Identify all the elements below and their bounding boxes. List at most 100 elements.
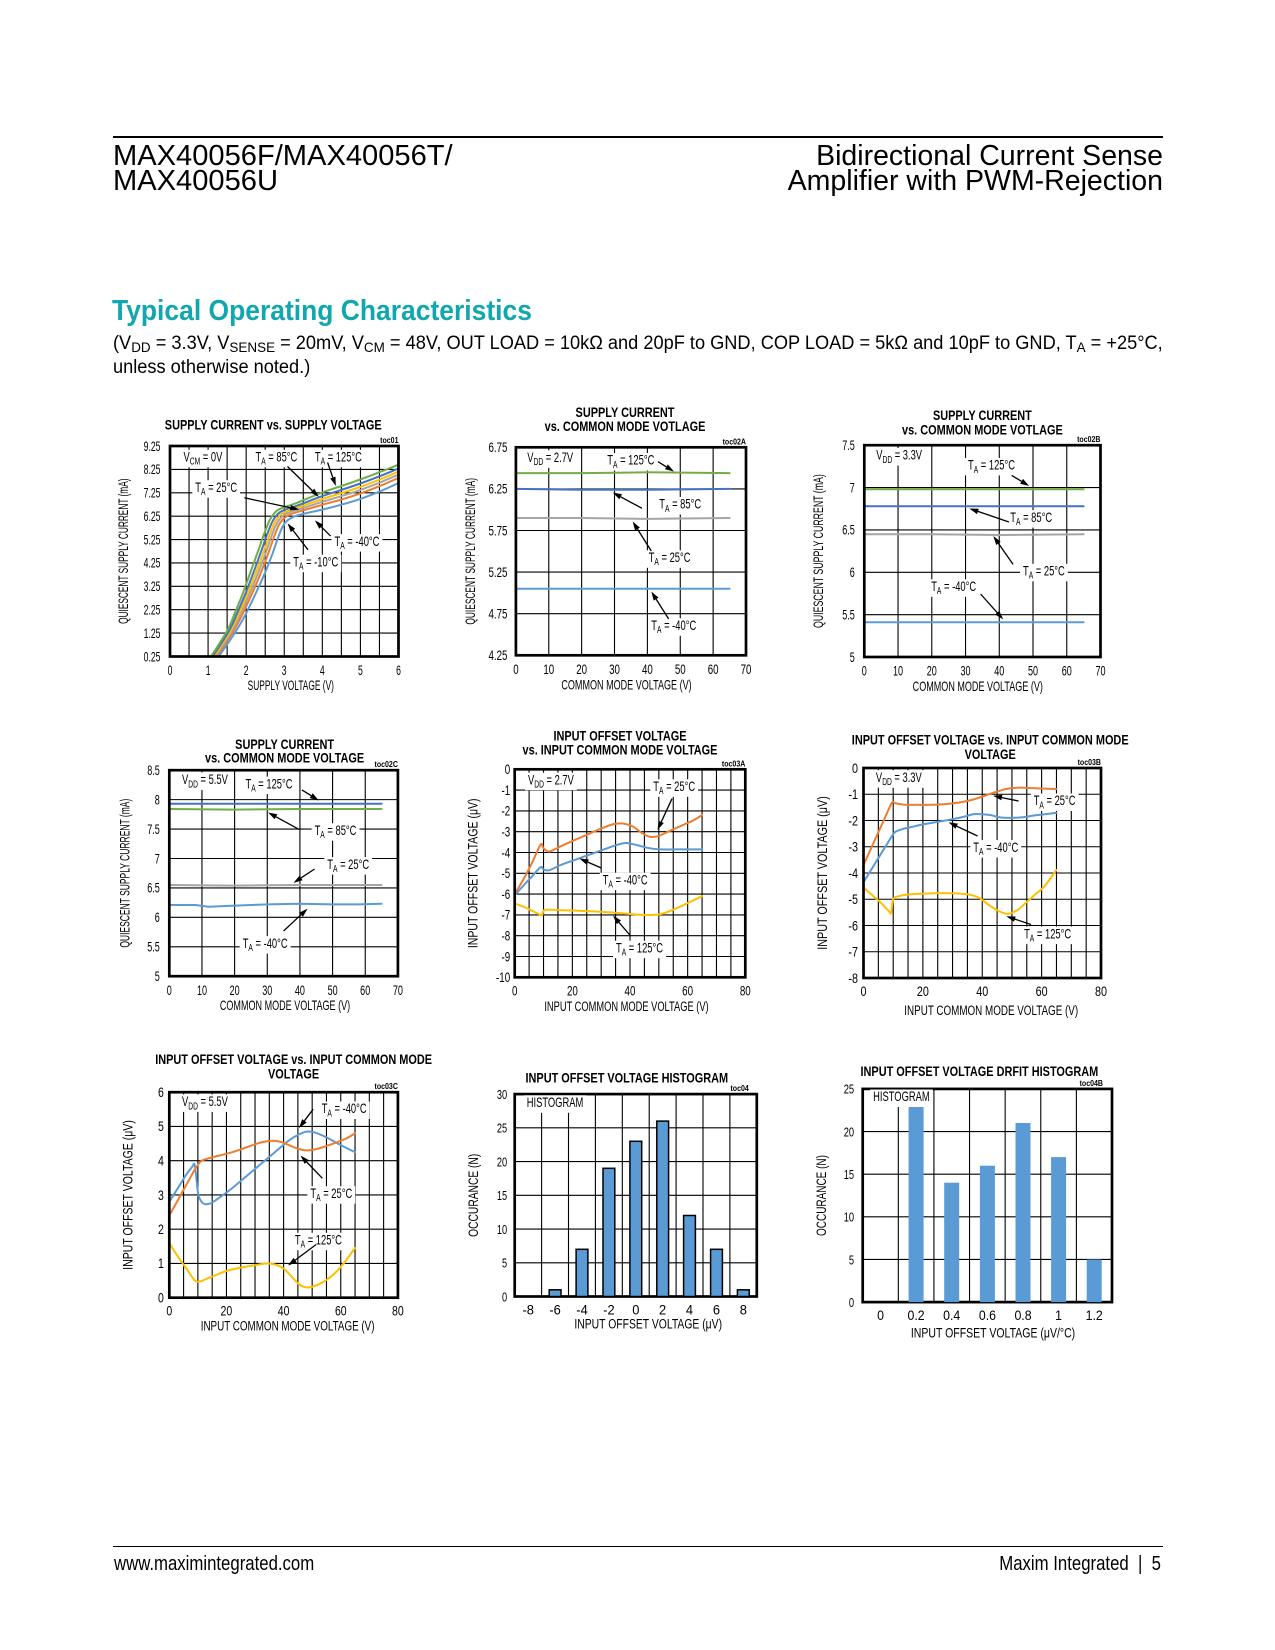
svg-text:A: A [333, 863, 338, 875]
svg-text:40: 40 [976, 984, 988, 999]
svg-text:toc03C: toc03C [374, 1082, 398, 1092]
svg-text:0: 0 [852, 761, 858, 776]
svg-text:A: A [1016, 516, 1021, 528]
svg-text:50: 50 [328, 984, 338, 998]
svg-text:T: T [1024, 925, 1030, 941]
svg-text:15: 15 [497, 1190, 507, 1204]
svg-text:5.5: 5.5 [842, 609, 855, 623]
svg-text:DD: DD [534, 456, 544, 468]
svg-text:toc03A: toc03A [722, 759, 746, 769]
svg-text:= -40°C: = -40°C [332, 1100, 367, 1116]
svg-text:DD: DD [188, 778, 198, 790]
svg-text:10: 10 [497, 1223, 507, 1237]
svg-text:0: 0 [513, 662, 519, 677]
svg-text:80: 80 [1095, 984, 1107, 999]
svg-text:T: T [335, 533, 341, 549]
svg-text:INPUT OFFSET VOLTAGE (μV): INPUT OFFSET VOLTAGE (μV) [120, 1120, 136, 1270]
svg-text:T: T [616, 939, 622, 955]
svg-text:= 25°C: = 25°C [1044, 792, 1076, 808]
svg-text:0.4: 0.4 [943, 1307, 960, 1323]
svg-text:vs. COMMON MODE VOTLAGE: vs. COMMON MODE VOTLAGE [902, 423, 1063, 438]
svg-text:6: 6 [396, 664, 401, 678]
svg-text:0: 0 [862, 665, 867, 679]
svg-text:-6: -6 [848, 918, 858, 933]
svg-text:INPUT COMMON MODE VOLTAGE (V): INPUT COMMON MODE VOLTAGE (V) [544, 1000, 708, 1014]
svg-text:40: 40 [278, 1303, 290, 1319]
svg-text:2: 2 [659, 1302, 666, 1318]
svg-text:VOLTAGE: VOLTAGE [965, 747, 1016, 762]
svg-text:COMMON MODE VOLTAGE (V): COMMON MODE VOLTAGE (V) [220, 999, 350, 1013]
svg-text:8.25: 8.25 [144, 463, 161, 477]
svg-text:T: T [1034, 792, 1040, 808]
svg-text:DD: DD [882, 776, 892, 788]
svg-text:toc01: toc01 [380, 436, 398, 446]
svg-text:50: 50 [1028, 665, 1038, 679]
svg-text:QUIESCENT SUPPLY CURRENT (mA): QUIESCENT SUPPLY CURRENT (mA) [117, 478, 131, 624]
svg-text:SUPPLY VOLTAGE (V): SUPPLY VOLTAGE (V) [248, 679, 334, 693]
svg-text:T: T [653, 778, 659, 794]
svg-text:INPUT COMMON MODE VOLTAGE (V): INPUT COMMON MODE VOLTAGE (V) [904, 1002, 1078, 1018]
svg-text:A: A [248, 942, 253, 954]
svg-text:4: 4 [158, 1153, 164, 1169]
svg-text:= 2.7V: = 2.7V [543, 449, 573, 465]
svg-text:70: 70 [1095, 665, 1105, 679]
svg-text:toc02B: toc02B [1077, 435, 1101, 445]
svg-text:= 125°C: = 125°C [626, 939, 663, 955]
svg-text:vs. INPUT COMMON MODE VOLTAGE: vs. INPUT COMMON MODE VOLTAGE [523, 742, 718, 757]
svg-text:70: 70 [741, 662, 752, 677]
svg-text:-8: -8 [522, 1302, 533, 1318]
svg-text:COMMON MODE VOLTAGE (V): COMMON MODE VOLTAGE (V) [913, 680, 1043, 694]
svg-text:A: A [659, 785, 664, 797]
svg-text:A: A [608, 878, 613, 890]
svg-text:60: 60 [708, 662, 719, 677]
svg-text:-2: -2 [848, 813, 858, 828]
svg-text:HISTOGRAM: HISTOGRAM [527, 1094, 584, 1110]
svg-text:5.25: 5.25 [144, 534, 161, 548]
svg-text:QUIESCENT SUPPLY CURRENT (mA): QUIESCENT SUPPLY CURRENT (mA) [464, 478, 478, 625]
svg-text:5: 5 [849, 1254, 854, 1268]
svg-text:= 125°C: = 125°C [1034, 925, 1071, 941]
svg-text:-10: -10 [496, 969, 510, 985]
svg-text:0: 0 [512, 983, 518, 999]
svg-text:2: 2 [158, 1222, 164, 1238]
svg-text:6.75: 6.75 [488, 441, 507, 456]
svg-text:T: T [327, 856, 333, 872]
svg-text:= -40°C: = -40°C [613, 871, 648, 887]
svg-text:7: 7 [155, 853, 160, 867]
svg-text:VOLTAGE: VOLTAGE [268, 1066, 319, 1081]
svg-text:-4: -4 [848, 866, 858, 881]
svg-text:T: T [659, 496, 665, 512]
svg-text:toc02A: toc02A [723, 437, 747, 447]
svg-text:= 25°C: = 25°C [664, 778, 696, 794]
svg-text:V: V [876, 769, 882, 785]
svg-text:= -40°C: = -40°C [253, 935, 288, 951]
svg-text:0: 0 [505, 761, 511, 777]
svg-text:0: 0 [877, 1307, 884, 1323]
svg-text:5.75: 5.75 [488, 524, 507, 539]
svg-text:V: V [527, 449, 533, 465]
svg-text:3: 3 [158, 1188, 164, 1204]
svg-text:8: 8 [155, 794, 160, 808]
svg-text:10: 10 [844, 1211, 854, 1225]
svg-text:30: 30 [609, 662, 620, 677]
svg-text:= 125°C: = 125°C [325, 449, 362, 465]
svg-text:SUPPLY CURRENT: SUPPLY CURRENT [576, 405, 675, 420]
svg-text:1: 1 [206, 664, 211, 678]
svg-text:= 125°C: = 125°C [978, 457, 1015, 473]
svg-text:T: T [246, 775, 252, 791]
svg-text:QUIESCENT SUPPLY CURRENT (mA): QUIESCENT SUPPLY CURRENT (mA) [119, 799, 133, 948]
svg-text:30: 30 [497, 1089, 507, 1103]
svg-text:5: 5 [502, 1257, 507, 1271]
svg-text:= 0V: = 0V [200, 449, 222, 465]
svg-text:20: 20 [844, 1126, 854, 1140]
svg-text:INPUT OFFSET VOLTAGE: INPUT OFFSET VOLTAGE [553, 728, 686, 743]
svg-text:60: 60 [682, 983, 693, 999]
svg-text:INPUT OFFSET VOLTAGE (μV/°C): INPUT OFFSET VOLTAGE (μV/°C) [911, 1325, 1075, 1341]
svg-text:1.25: 1.25 [144, 627, 161, 641]
svg-text:CM: CM [190, 455, 200, 467]
svg-text:= 3.3V: = 3.3V [892, 447, 922, 463]
svg-text:QUIESCENT SUPPLY CURRENT (mA): QUIESCENT SUPPLY CURRENT (mA) [812, 474, 826, 628]
svg-text:V: V [528, 771, 534, 787]
svg-text:A: A [299, 560, 304, 572]
svg-text:40: 40 [994, 665, 1004, 679]
